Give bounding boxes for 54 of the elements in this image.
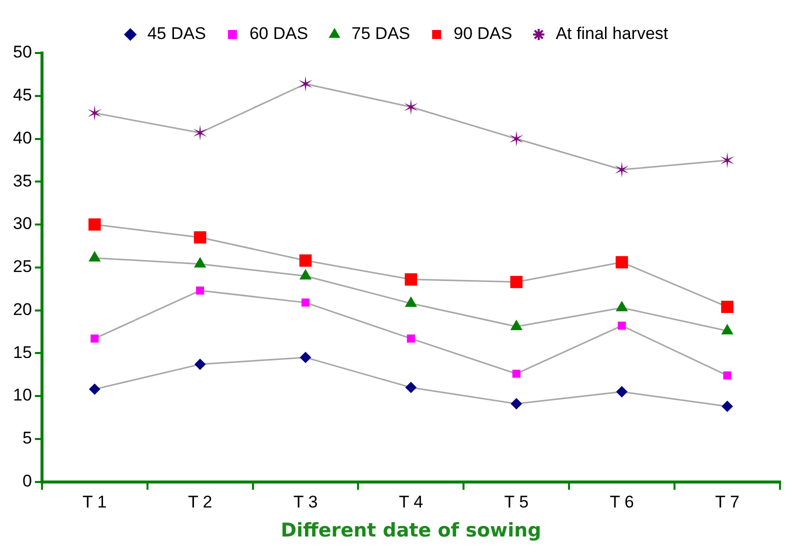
legend-label: 45 DAS — [147, 24, 206, 44]
x-tick-label: T 4 — [398, 492, 424, 512]
point — [614, 162, 629, 178]
point — [89, 384, 100, 395]
y-tick-label: 5 — [22, 428, 32, 448]
y-tick-label: 40 — [12, 128, 32, 148]
point — [90, 334, 99, 343]
point — [512, 370, 520, 378]
point — [194, 231, 206, 244]
x-tick-label: T 3 — [293, 492, 318, 512]
point — [510, 398, 522, 410]
y-tick-label: 50 — [12, 42, 32, 62]
point — [616, 386, 628, 398]
point — [406, 334, 415, 343]
y-tick-label: 35 — [12, 171, 32, 190]
point — [88, 218, 101, 231]
point — [510, 276, 523, 288]
y-tick-label: 0 — [22, 471, 32, 490]
point — [193, 124, 207, 141]
point — [723, 371, 732, 380]
x-tick-label: T 2 — [188, 492, 212, 512]
x-tick-label: T 6 — [610, 492, 634, 512]
y-tick-label: 15 — [12, 342, 32, 362]
point — [616, 256, 628, 268]
point — [510, 320, 522, 330]
legend-label: 60 DAS — [249, 24, 308, 44]
y-tick-label: 45 — [12, 86, 32, 105]
y-tick-label: 20 — [12, 300, 32, 319]
point — [618, 322, 626, 330]
point — [194, 358, 206, 370]
point — [722, 400, 733, 412]
point — [300, 352, 312, 363]
legend-label: 75 DAS — [352, 24, 410, 44]
point — [299, 254, 312, 267]
x-tick-label: T 7 — [715, 492, 740, 512]
y-tick-label: 10 — [12, 386, 32, 405]
legend-label: At final harvest — [556, 24, 668, 44]
point — [196, 286, 204, 295]
x-axis-title: Different date of sowing — [280, 520, 542, 542]
y-tick-label: 30 — [12, 214, 32, 234]
x-tick-label: T 1 — [82, 492, 107, 512]
point — [301, 298, 310, 307]
x-tick-label: T 5 — [504, 492, 529, 512]
point — [616, 301, 628, 312]
legend-label: 90 DAS — [454, 24, 512, 44]
point — [405, 382, 416, 393]
point — [509, 130, 524, 147]
point — [721, 300, 734, 314]
y-tick-label: 25 — [12, 257, 32, 276]
point — [720, 152, 734, 168]
point — [404, 273, 418, 286]
point — [298, 76, 312, 92]
point — [404, 99, 418, 116]
point — [88, 105, 102, 122]
